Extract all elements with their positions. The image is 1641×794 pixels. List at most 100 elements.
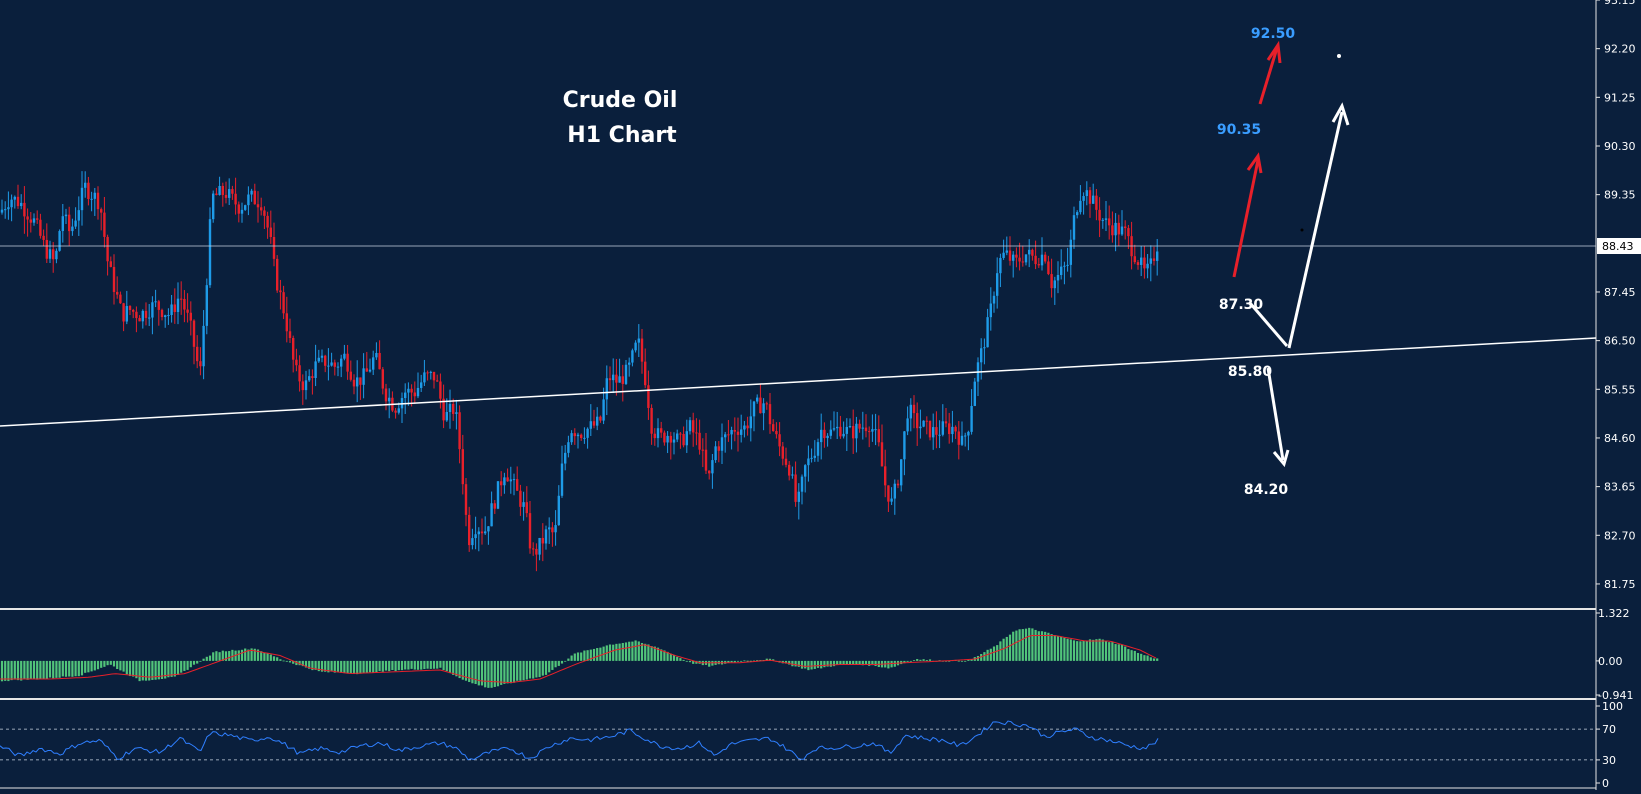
candle-body <box>848 426 852 428</box>
candle-body <box>829 429 832 436</box>
candle-body <box>928 420 932 438</box>
candle-body <box>256 204 260 208</box>
macd-histogram-bar <box>45 660 48 679</box>
macd-histogram-bar <box>685 660 688 662</box>
candle-body <box>832 428 836 430</box>
macd-histogram-bar <box>1040 631 1044 661</box>
macd-histogram-bar <box>948 660 951 662</box>
macd-histogram-bar <box>410 660 413 669</box>
candle-body <box>493 503 496 509</box>
candle-body <box>292 337 295 360</box>
macd-histogram-bar <box>205 656 208 661</box>
candle-body <box>474 534 477 539</box>
macd-histogram-bar <box>116 660 119 670</box>
macd-histogram-bar <box>525 660 528 680</box>
candle-body <box>877 429 880 443</box>
macd-histogram-bar <box>480 660 484 686</box>
rsi-tick-label: 0 <box>1602 777 1609 790</box>
candle-body <box>525 502 528 514</box>
candle-body <box>455 412 458 414</box>
macd-histogram-bar <box>346 660 349 674</box>
macd-histogram-bar <box>992 646 996 661</box>
candle-body <box>736 431 740 435</box>
candle-body <box>880 442 884 467</box>
macd-histogram-bar <box>314 660 317 670</box>
candle-body <box>992 295 996 304</box>
macd-histogram-bar <box>36 660 39 680</box>
macd-histogram-bar <box>736 660 740 662</box>
chart-title-line2: H1 Chart <box>567 123 677 148</box>
candle-body <box>564 452 567 464</box>
candle-body <box>1101 219 1104 221</box>
macd-histogram-bar <box>861 660 864 666</box>
macd-histogram-bar <box>621 642 624 661</box>
candle-body <box>20 202 23 207</box>
macd-histogram-bar <box>493 660 496 687</box>
candle-body <box>477 531 480 535</box>
macd-histogram-bar <box>554 660 557 668</box>
candle-body <box>1072 215 1076 240</box>
candle-body <box>1008 250 1012 261</box>
candle-body <box>1005 250 1008 253</box>
macd-histogram-bar <box>368 660 372 673</box>
candle-body <box>52 249 55 260</box>
macd-histogram-bar <box>500 660 503 685</box>
macd-histogram-bar <box>564 660 567 662</box>
macd-histogram-bar <box>253 648 256 661</box>
candle-body <box>39 219 42 236</box>
candle-body <box>656 428 660 439</box>
candle-body <box>135 311 138 319</box>
candle-body <box>845 426 848 434</box>
macd-histogram-bar <box>343 660 346 674</box>
candle-body <box>55 250 58 260</box>
macd-histogram-bar <box>359 660 362 674</box>
macd-histogram-bar <box>215 651 218 661</box>
macd-histogram-bar <box>1037 631 1040 661</box>
macd-histogram-bar <box>842 660 845 665</box>
macd-histogram-bar <box>816 660 820 668</box>
candle-body <box>759 397 762 414</box>
candle-body <box>231 189 234 194</box>
candle-body <box>343 353 346 359</box>
candle-body <box>1140 257 1143 265</box>
macd-histogram-bar <box>26 660 29 680</box>
candle-body <box>989 303 992 318</box>
candle-body <box>1063 265 1066 267</box>
macd-histogram-bar <box>794 660 797 667</box>
macd-histogram-bar <box>122 660 125 672</box>
macd-histogram-bar <box>676 656 679 661</box>
macd-histogram-bar <box>570 655 573 661</box>
macd-histogram-bar <box>909 660 912 662</box>
macd-histogram-bar <box>1127 649 1130 661</box>
candle-body <box>132 310 135 312</box>
white-arrow-down-short <box>1266 367 1290 468</box>
macd-histogram-bar <box>1024 628 1028 661</box>
macd-histogram-bar <box>1050 634 1053 661</box>
candle-body <box>935 427 938 435</box>
candle-body <box>144 310 148 318</box>
candle-body <box>775 431 778 435</box>
macd-histogram-bar <box>820 660 823 669</box>
macd-histogram-bar <box>279 659 282 661</box>
macd-histogram-bar <box>1015 630 1018 661</box>
candle-body <box>711 460 714 474</box>
candle-body <box>1133 256 1136 263</box>
candle-body <box>266 215 269 228</box>
candle-body <box>509 479 512 482</box>
candle-body <box>68 214 71 232</box>
candle-body <box>269 227 272 237</box>
macd-histogram-bar <box>42 660 45 679</box>
macd-histogram-bar <box>829 660 832 667</box>
macd-histogram-bar <box>372 660 375 673</box>
macd-histogram-bar <box>1060 636 1063 661</box>
candle-body <box>820 429 823 443</box>
macd-histogram-bar <box>180 660 183 673</box>
macd-histogram-bar <box>1031 628 1034 661</box>
macd-histogram-bar <box>989 648 992 661</box>
macd-histogram-bar <box>365 660 368 673</box>
candle-body <box>170 304 173 316</box>
candle-body <box>900 459 903 486</box>
macd-histogram-bar <box>1079 641 1082 661</box>
candle-body <box>663 432 666 443</box>
